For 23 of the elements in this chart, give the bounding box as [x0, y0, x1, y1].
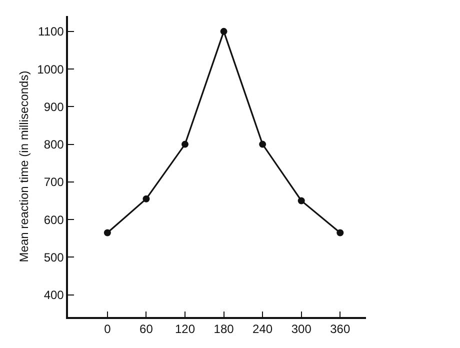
y-tick-label: 900 [44, 100, 64, 114]
x-tick-label: 60 [140, 322, 154, 336]
x-tick-label: 360 [330, 322, 350, 336]
y-tick-label: 400 [44, 288, 64, 302]
y-tick-label: 1000 [37, 62, 64, 76]
y-axis-title: Mean reaction time (in milliseconds) [16, 70, 31, 262]
x-tick-label: 0 [104, 322, 112, 336]
point [220, 28, 228, 35]
point [336, 229, 344, 236]
y-tick-label: 500 [44, 250, 64, 264]
point [259, 140, 266, 148]
x-tick-label: 300 [291, 322, 312, 336]
y-tick-label: 700 [44, 175, 64, 190]
x-tick-label: 120 [174, 322, 196, 336]
point [104, 229, 111, 236]
point [142, 195, 150, 202]
y-tick-label: 800 [44, 138, 64, 152]
x-tick-label: 180 [214, 322, 234, 336]
point [298, 197, 305, 204]
y-tick-label: 600 [44, 212, 64, 227]
y-tick-label: 1100 [38, 24, 64, 39]
point [182, 140, 188, 148]
x-tick-label: 240 [252, 322, 273, 336]
